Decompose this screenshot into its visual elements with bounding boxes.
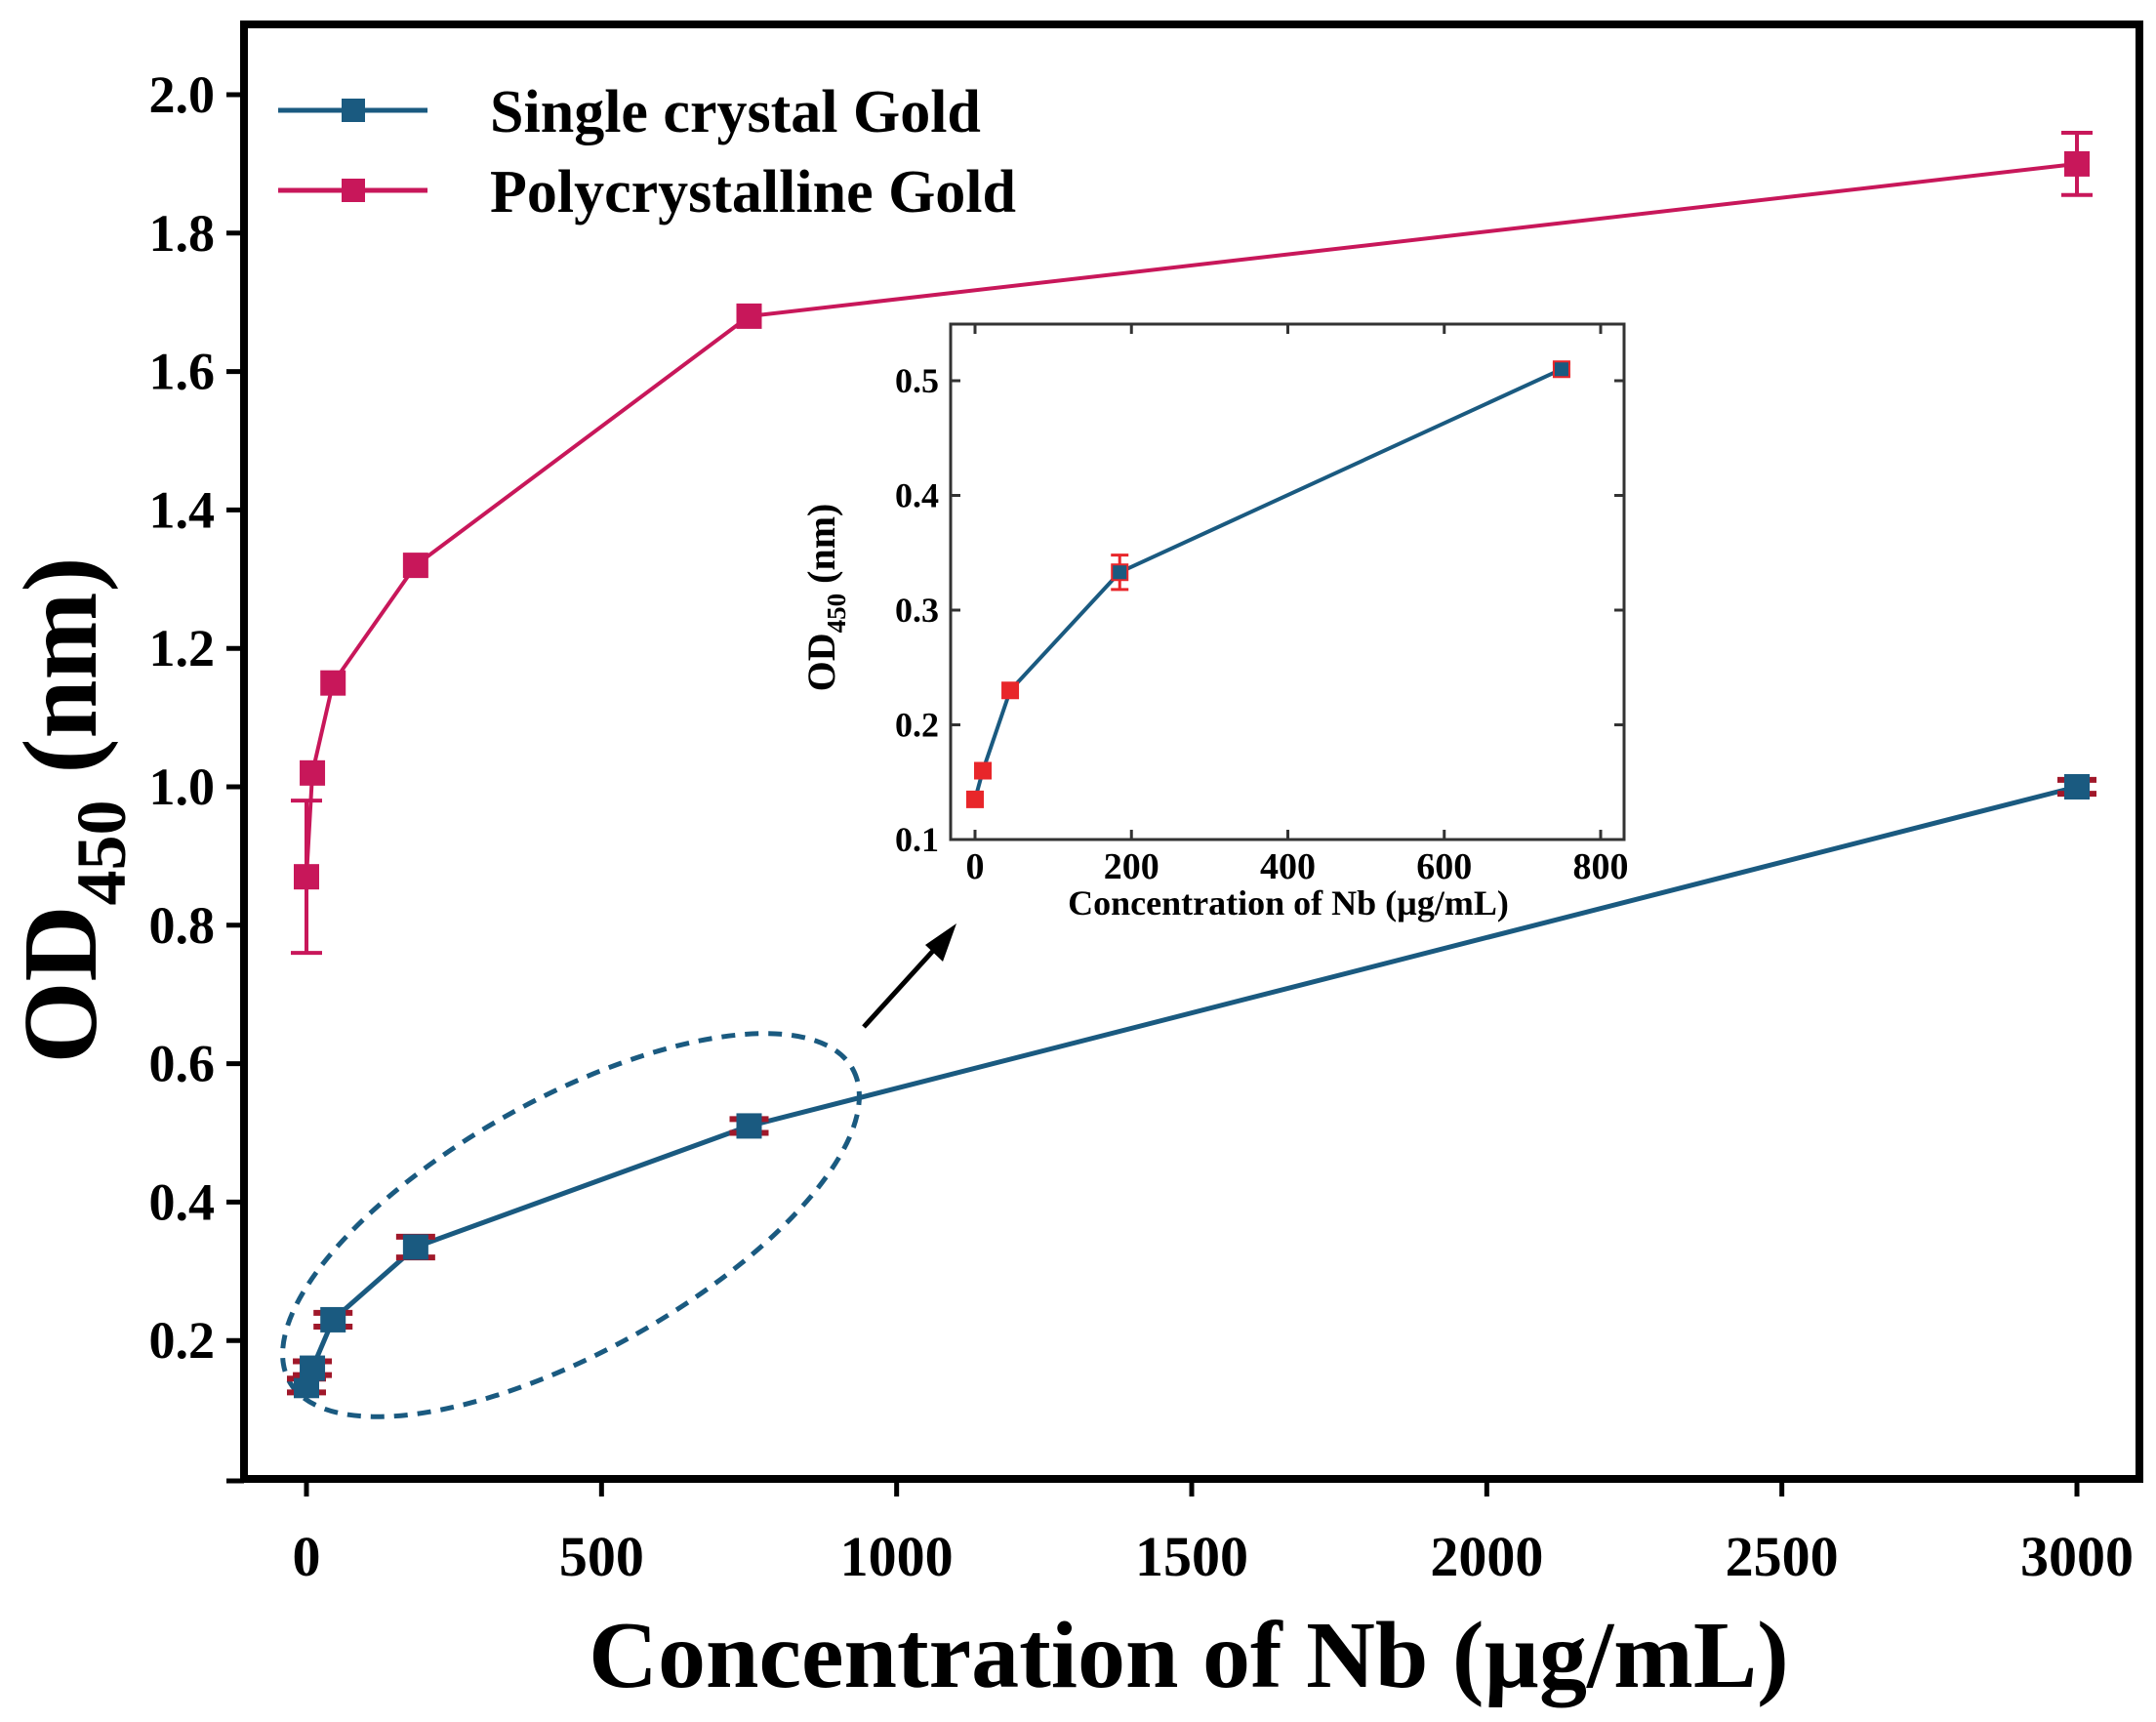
data-point [294,864,319,890]
highlight-ellipse [280,1031,862,1419]
y-axis-title: OD450 (nm) [3,557,141,1064]
y-tick-label: 1.2 [149,619,216,677]
data-point [736,303,762,329]
legend-marker [342,179,365,202]
y-tick-label: 1.6 [149,343,216,401]
x-axis: 0 500 1000 1500 2000 2500 3000 [293,1479,2134,1588]
inset-y-tick-label: 0.4 [895,476,939,515]
y-tick-label: 1.8 [149,204,216,263]
y-tick-label: 0.8 [149,896,216,955]
data-point [736,1113,762,1139]
y-tick-label: 2.0 [149,65,216,124]
y-tick-label: 1.0 [149,758,216,816]
x-tick-label: 0 [293,1525,321,1588]
y-tick-label: 1.4 [149,480,216,539]
inset-y-tick-label: 0.5 [895,361,939,400]
inset-arrow-head [925,923,956,962]
data-point [402,1234,428,1260]
inset-data-point [1001,681,1020,700]
inset-y-tick-label: 0.3 [895,591,939,630]
series-polycrystalline-gold [291,130,2093,956]
data-point [2064,150,2090,177]
inset-x-axis-title: Concentration of Nb (µg/mL) [1068,883,1509,922]
data-point [2064,774,2090,800]
legend: Single crystal Gold Polycrystalline Gold [278,79,1016,226]
inset-data-point [1111,563,1129,582]
series-single-crystal-gold [287,774,2096,1399]
inset-x-tick-label: 200 [1104,846,1159,887]
data-point [402,553,428,579]
inset-chart: 0.1 0.2 0.3 0.4 0.5 0 200 400 600 800 Concentratio… [799,322,1629,922]
series-line [305,161,2078,878]
x-tick-label: 2500 [1726,1525,1839,1588]
y-tick-label: 0.2 [149,1311,216,1370]
inset-frame [949,322,1626,841]
data-point [300,759,326,786]
inset-x-tick-label: 800 [1573,846,1629,887]
inset-series [966,360,1570,808]
x-axis-title: Concentration of Nb (µg/mL) [589,1603,1789,1708]
data-point [300,1355,326,1381]
y-tick-label: 0.4 [149,1172,216,1231]
inset-y-axis-title: OD450 (nm) [799,504,851,692]
data-point [320,670,346,696]
inset-y-tick-label: 0.1 [895,820,939,859]
inset-data-point [966,790,984,808]
x-tick-label: 1000 [840,1525,954,1588]
x-tick-label: 2000 [1430,1525,1543,1588]
x-tick-label: 3000 [2020,1525,2134,1588]
x-tick-label: 500 [559,1525,644,1588]
legend-marker [342,99,365,122]
data-point [320,1306,346,1332]
x-tick-label: 1500 [1135,1525,1248,1588]
series-line [304,784,2078,1387]
inset-arrow-line [862,938,945,1029]
inset-x-tick-label: 600 [1416,846,1472,887]
y-axis: 0.2 0.4 0.6 0.8 1.0 1.2 1.4 1.6 1.8 2.0 [149,65,244,1484]
inset-data-point [1552,360,1570,379]
inset-x-tick-label: 400 [1260,846,1316,887]
inset-x-tick-label: 0 [966,846,985,887]
legend-label: Polycrystalline Gold [490,159,1016,226]
inset-y-tick-label: 0.2 [895,706,939,745]
legend-label: Single crystal Gold [490,79,981,145]
y-tick-label: 0.6 [149,1035,216,1093]
inset-data-point [974,761,993,780]
